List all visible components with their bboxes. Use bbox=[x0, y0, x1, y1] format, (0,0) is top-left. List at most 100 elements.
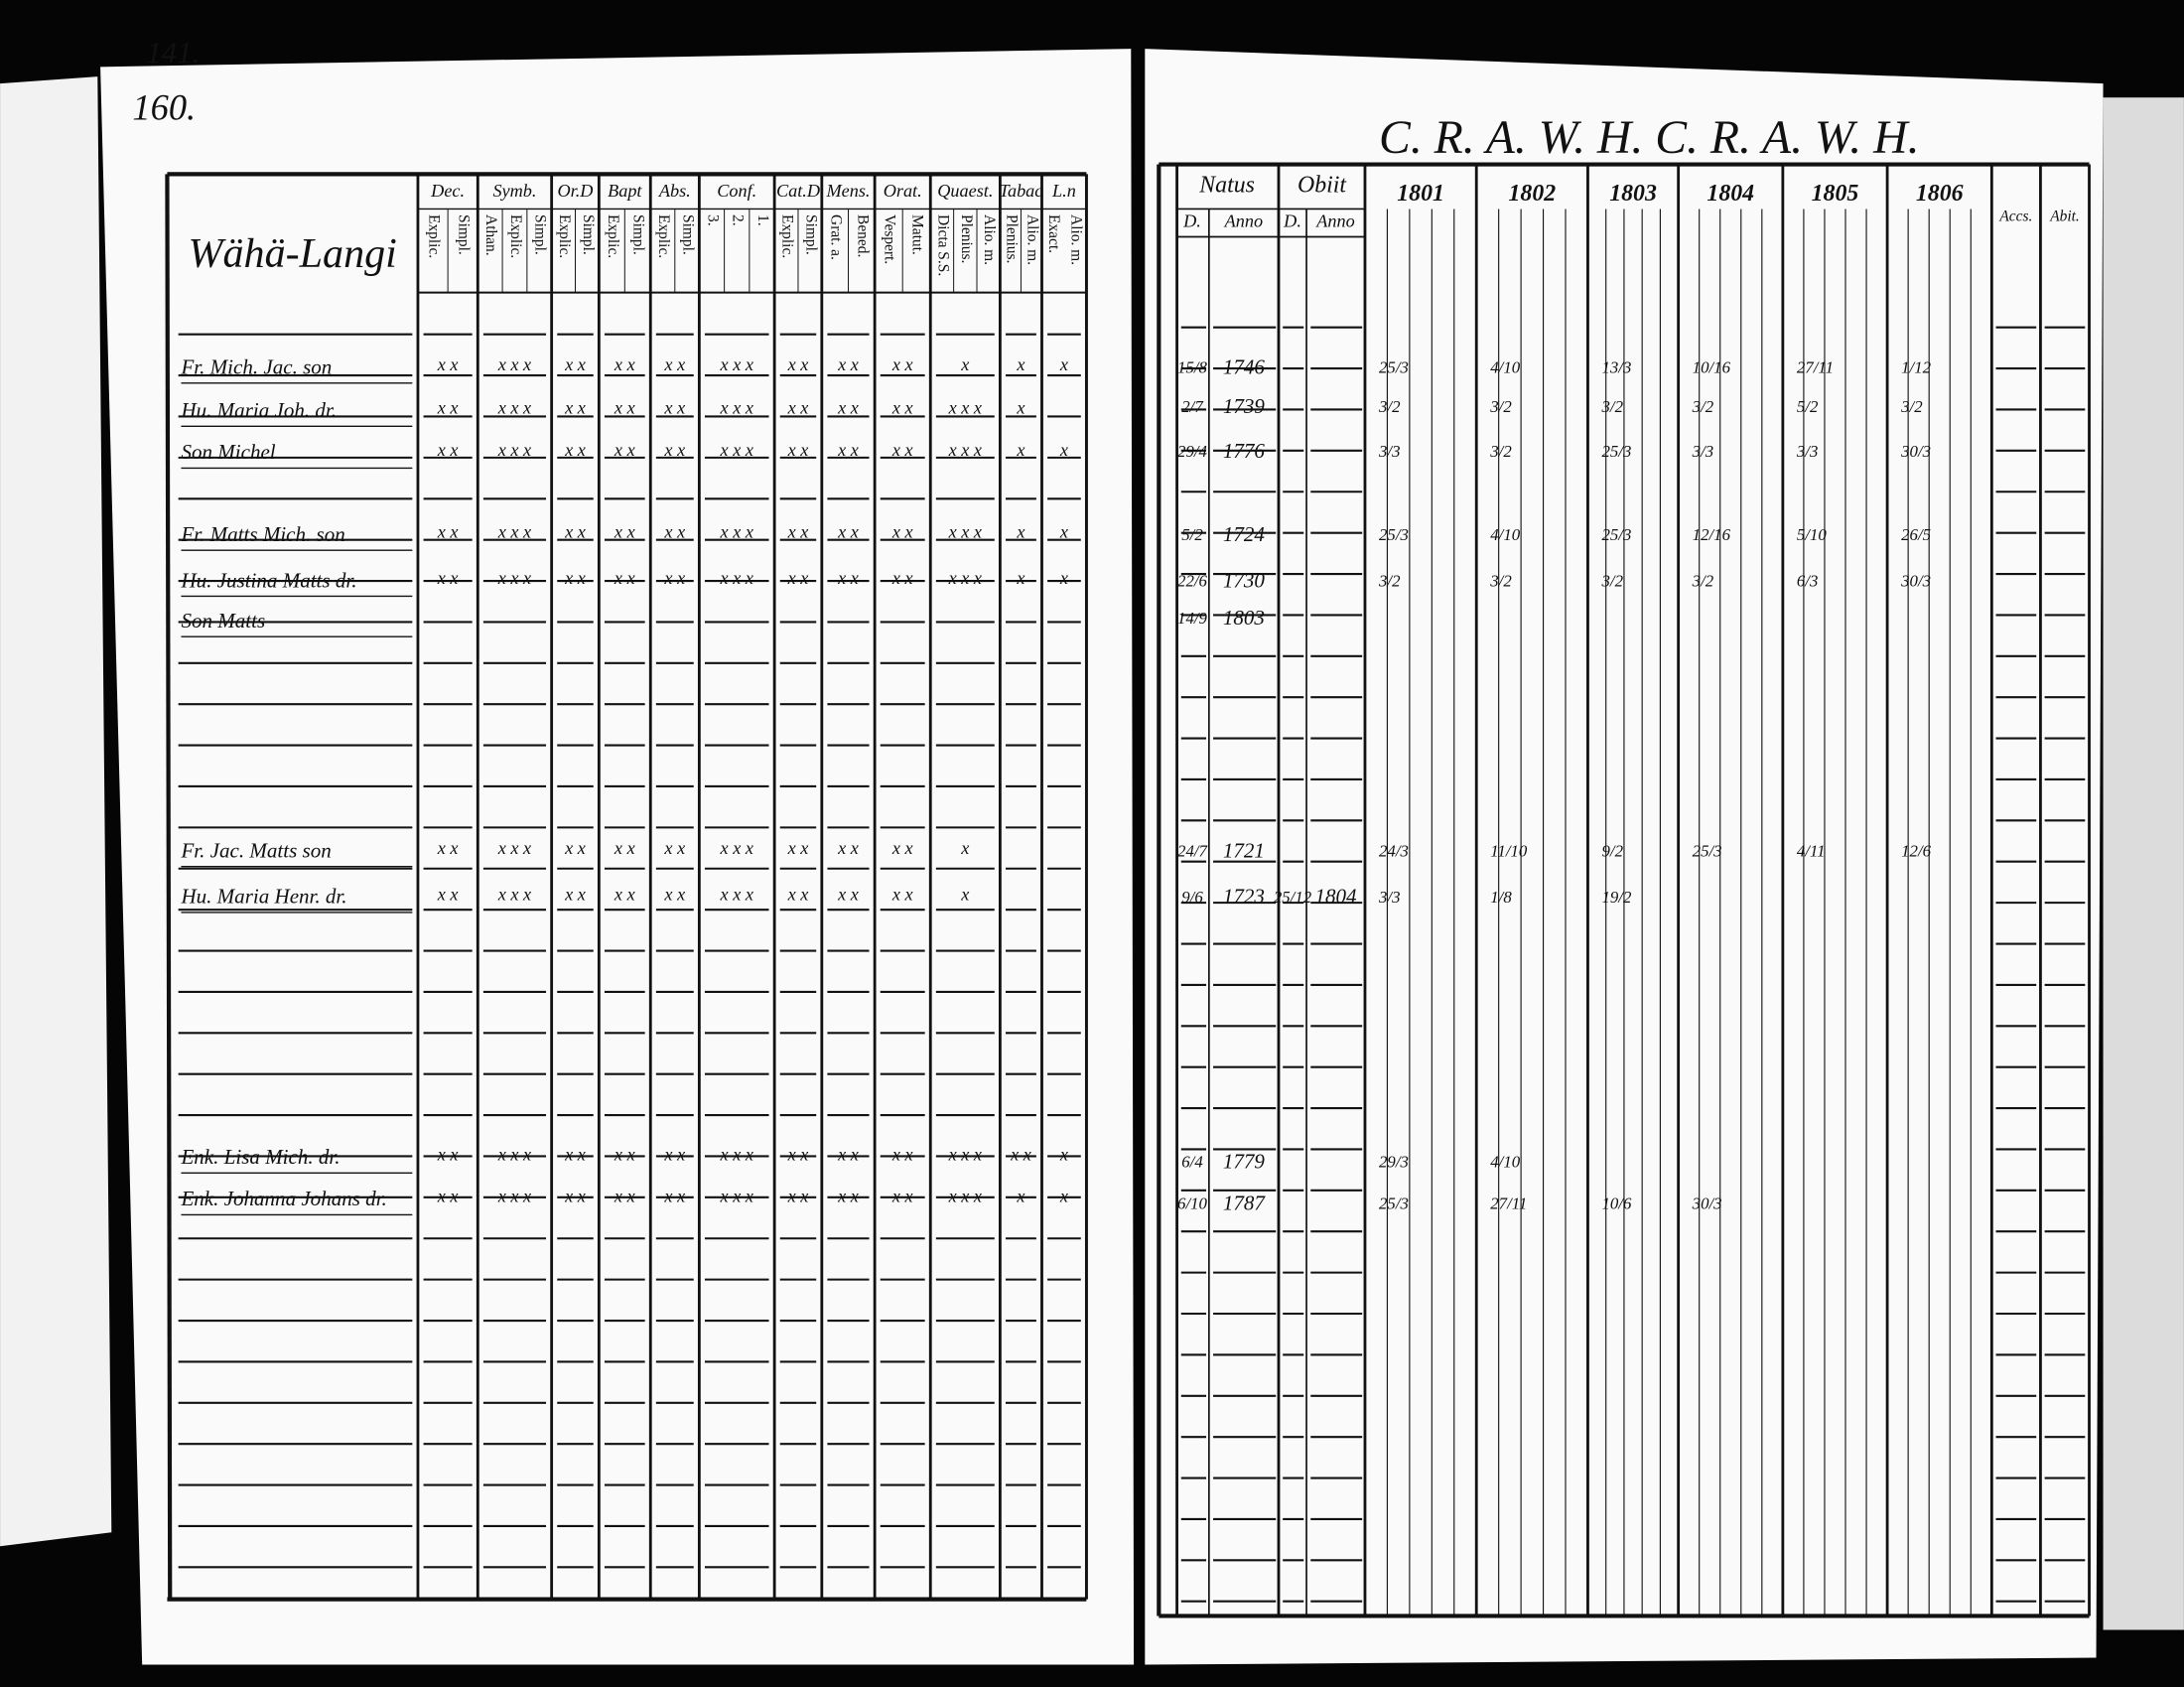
column-subheader: Explic. bbox=[605, 214, 621, 258]
examination-mark: x bbox=[960, 354, 969, 374]
column-subheader: Alio. m. bbox=[1024, 214, 1040, 265]
column-header: Bapt bbox=[608, 181, 642, 201]
column-subheader: Alio. m. bbox=[981, 214, 998, 265]
column-header: Natus bbox=[1198, 172, 1255, 198]
visit-note: 3/2 bbox=[1692, 571, 1714, 590]
birth-year: 1779 bbox=[1223, 1149, 1266, 1173]
visit-note: 3/2 bbox=[1900, 397, 1923, 416]
visit-note: 3/2 bbox=[1600, 571, 1623, 590]
examination-mark: x bbox=[1016, 440, 1024, 460]
visit-note: 30/3 bbox=[1900, 571, 1931, 590]
column-subheader: D. bbox=[1182, 211, 1201, 231]
visit-note: 5/2 bbox=[1797, 397, 1819, 416]
examination-mark: x x bbox=[564, 354, 586, 374]
examination-mark: x bbox=[1016, 522, 1024, 542]
column-header: Cat.D bbox=[776, 181, 820, 201]
visit-note: 25/3 bbox=[1601, 442, 1631, 461]
column-header: Accs. bbox=[1998, 208, 2032, 224]
visit-note: 12/16 bbox=[1693, 525, 1731, 544]
birth-day: 15/8 bbox=[1177, 358, 1208, 377]
column-subheader: Dicta S.S. bbox=[934, 214, 951, 276]
year-header: 1802 bbox=[1508, 181, 1556, 207]
visit-note: 3/3 bbox=[1378, 888, 1401, 907]
rules bbox=[165, 162, 2091, 1618]
visit-note: 4/10 bbox=[1490, 1152, 1521, 1171]
person-name: Fr. Matts Mich. son bbox=[180, 522, 344, 546]
death-day: 25/12 bbox=[1274, 888, 1312, 907]
visit-note: 25/3 bbox=[1379, 1194, 1409, 1212]
examination-mark: x bbox=[1059, 354, 1068, 374]
examination-mark: x x bbox=[891, 884, 913, 904]
examination-mark: x x bbox=[837, 1187, 859, 1206]
examination-mark: x bbox=[960, 838, 969, 858]
column-subheader: Explic. bbox=[507, 214, 524, 258]
person-name: Enk. Lisa Mich. dr. bbox=[180, 1145, 340, 1169]
rule bbox=[165, 174, 173, 1600]
column-subheader: Bened. bbox=[854, 214, 871, 257]
birth-year: 1746 bbox=[1223, 355, 1266, 379]
person-name: Hu. Justina Matts dr. bbox=[180, 568, 356, 592]
examination-mark: x x x bbox=[720, 838, 753, 858]
examination-mark: x bbox=[1016, 398, 1024, 418]
birth-year: 1739 bbox=[1223, 394, 1266, 418]
examination-mark: x x bbox=[837, 1145, 859, 1165]
visit-note: 27/11 bbox=[1797, 358, 1834, 377]
birth-year: 1723 bbox=[1223, 885, 1265, 909]
column-subheader: Explic. bbox=[655, 214, 672, 258]
person-name: Hu. Maria Henr. dr. bbox=[180, 885, 346, 909]
visit-note: 4/10 bbox=[1490, 525, 1521, 544]
header-note: C. R. A. W. H. C. R. A. W. H. bbox=[1379, 111, 1920, 164]
examination-mark: x x bbox=[437, 838, 459, 858]
column-subheader: Simpl. bbox=[456, 214, 473, 255]
visit-note: 3/2 bbox=[1489, 571, 1512, 590]
examination-mark: x x bbox=[437, 568, 459, 588]
visit-note: 19/2 bbox=[1601, 888, 1632, 907]
birth-day: 6/4 bbox=[1181, 1152, 1203, 1171]
column-subheader: 1. bbox=[754, 214, 771, 226]
examination-mark: x x x bbox=[497, 838, 531, 858]
column-subheader: Alio. m. bbox=[1068, 214, 1085, 265]
person-name: Hu. Maria Joh. dr. bbox=[180, 398, 337, 422]
birth-year: 1724 bbox=[1223, 522, 1266, 546]
death-year: 1804 bbox=[1314, 885, 1357, 909]
examination-mark: x bbox=[960, 884, 969, 904]
person-name: Son Matts bbox=[181, 609, 265, 633]
column-subheader: Plenius. bbox=[958, 214, 975, 263]
column-header: Tabac bbox=[1000, 181, 1043, 201]
column-header: Or.D bbox=[558, 181, 594, 201]
examination-mark: x x bbox=[614, 884, 635, 904]
examination-mark: x x bbox=[437, 440, 459, 460]
examination-mark: x x x bbox=[948, 568, 982, 588]
visit-note: 11/10 bbox=[1490, 841, 1528, 860]
examination-mark: x x bbox=[663, 838, 685, 858]
birth-year: 1803 bbox=[1223, 606, 1265, 630]
column-header: Conf. bbox=[717, 181, 756, 201]
column-subheader: D. bbox=[1283, 211, 1301, 231]
examination-mark: x x bbox=[891, 522, 913, 542]
examination-mark: x bbox=[1059, 1187, 1068, 1206]
examination-mark: x x bbox=[437, 1145, 459, 1165]
column-subheader: Explic. bbox=[425, 214, 442, 258]
visit-note: 3/3 bbox=[1692, 442, 1714, 461]
examination-mark: x x x bbox=[948, 440, 982, 460]
examination-mark: x x bbox=[787, 1187, 809, 1206]
examination-mark: x x bbox=[663, 1187, 685, 1206]
column-subheader: Anno bbox=[1224, 211, 1263, 231]
visit-note: 3/2 bbox=[1600, 397, 1623, 416]
examination-mark: x x bbox=[837, 354, 859, 374]
birth-year: 1721 bbox=[1223, 838, 1265, 862]
column-subheader: 2. bbox=[730, 214, 747, 226]
visit-note: 3/3 bbox=[1378, 442, 1401, 461]
examination-mark: x x bbox=[663, 398, 685, 418]
examination-mark: x x bbox=[564, 568, 586, 588]
examination-mark: x bbox=[1016, 354, 1024, 374]
examination-mark: x x bbox=[891, 838, 913, 858]
examination-mark: x x x bbox=[948, 398, 982, 418]
examination-mark: x x bbox=[891, 354, 913, 374]
examination-mark: x x bbox=[614, 398, 635, 418]
examination-mark: x x x bbox=[948, 1187, 982, 1206]
person-name: Son Michel bbox=[181, 440, 275, 464]
column-header: Mens. bbox=[825, 181, 870, 201]
